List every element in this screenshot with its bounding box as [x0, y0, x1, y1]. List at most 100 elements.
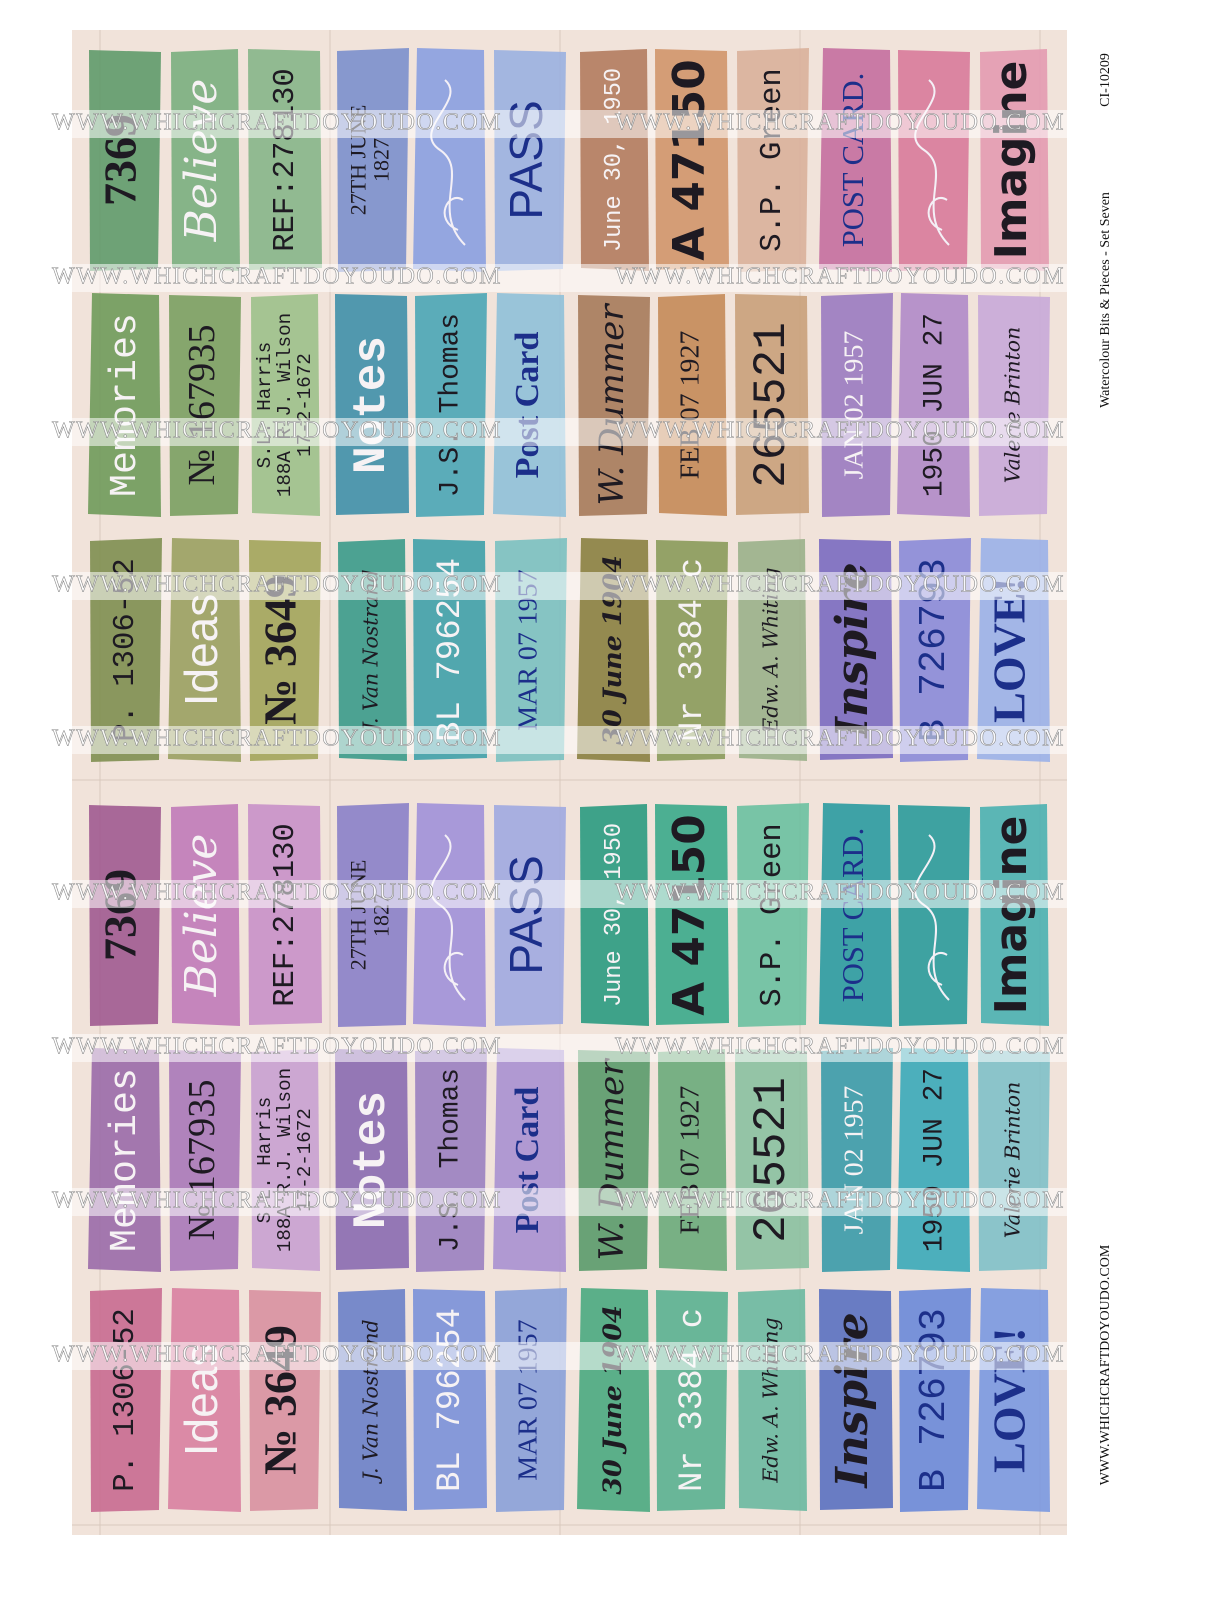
label-text: S.P. Green: [756, 68, 790, 252]
label-text: June 30, 1950: [601, 68, 628, 252]
label-text: PASS: [500, 855, 552, 974]
watermark-text: WWW.WHICHCRAFTDOYOUDO.COM: [52, 1034, 502, 1060]
label-text: Notes: [346, 336, 398, 474]
watermark-band: [52, 726, 1118, 754]
watermark-text: WWW.WHICHCRAFTDOYOUDO.COM: [52, 110, 502, 136]
label-text: 1950 JUN 27: [919, 1068, 950, 1252]
watermarks: WWW.WHICHCRAFTDOYOUDO.COM WWW.WHICHCRAFTD…: [52, 109, 1118, 1370]
label-tile: [737, 48, 809, 272]
label-text: 27TH JUNE: [345, 860, 370, 971]
watermark-text: WWW.WHICHCRAFTDOYOUDO.COM: [52, 418, 502, 444]
watermark-text: WWW.WHICHCRAFTDOYOUDO.COM: [615, 110, 1065, 136]
label-text: Nr 3384 c: [674, 1308, 712, 1492]
label-text: BL 796254: [432, 1308, 470, 1492]
label-text: S.L. Harris: [254, 342, 276, 469]
watermark-band: [52, 110, 1118, 138]
label-text: REF:278130: [269, 68, 303, 252]
label-tile: [171, 49, 240, 271]
label-tile: [580, 49, 649, 271]
label-text: Memories: [103, 1068, 147, 1252]
watermark-band: [52, 1034, 1118, 1062]
label-tile: [169, 295, 241, 516]
label-text: Imagine: [986, 816, 1037, 1015]
label-tile: [415, 293, 487, 517]
watermark-band: [52, 572, 1118, 600]
label-text: A 47150: [664, 814, 715, 1016]
watermark-text: WWW.WHICHCRAFTDOYOUDO.COM: [615, 1034, 1065, 1060]
label-tile: [655, 804, 729, 1025]
watermark-text: WWW.WHICHCRAFTDOYOUDO.COM: [52, 264, 502, 290]
label-text: 1827: [369, 138, 394, 182]
watermark-text: WWW.WHICHCRAFTDOYOUDO.COM: [615, 880, 1065, 906]
label-text: 188A R.J. Wilson: [274, 313, 296, 497]
label-tile: [658, 294, 727, 516]
label-tile: [980, 49, 1049, 271]
label-text: W. Dummer: [592, 1058, 632, 1261]
label-text: P. 1306-52: [109, 1308, 143, 1492]
signature: [914, 79, 950, 246]
label-text: Imagine: [986, 61, 1037, 260]
watermark-band: [52, 264, 1118, 292]
label-text: Believe: [176, 79, 227, 243]
label-tile: [735, 294, 809, 515]
label-tile: [335, 294, 409, 515]
watermark-text: WWW.WHICHCRAFTDOYOUDO.COM: [615, 418, 1065, 444]
watermark-band: [52, 1188, 1118, 1216]
product-subtitle: Watercolour Bits & Pieces - Set Seven: [1098, 192, 1113, 408]
label-text: J.S. Thomas: [435, 313, 466, 497]
label-text: Valerie Brinton: [1001, 327, 1025, 483]
label-text: POST CARD.: [836, 828, 870, 1003]
label-text: B 726793: [912, 1308, 956, 1492]
watermark-text: WWW.WHICHCRAFTDOYOUDO.COM: [52, 1188, 502, 1214]
label-tile: [980, 804, 1049, 1026]
watermark-band: [52, 1342, 1118, 1370]
label-text: 17-2-1672: [294, 1108, 316, 1212]
watermark-band: [52, 418, 1118, 446]
label-text: Inspire: [827, 1312, 878, 1489]
label-tile: [897, 293, 970, 517]
label-tile: [578, 295, 650, 516]
label-tile: [337, 803, 409, 1027]
label-tile: [655, 49, 729, 270]
label-tile: [88, 293, 161, 517]
label-text: 30 June 1904: [598, 1305, 628, 1495]
label-tile: [821, 293, 893, 517]
watermark-text: WWW.WHICHCRAFTDOYOUDO.COM: [615, 572, 1065, 598]
label-text: 188A R.J. Wilson: [274, 1068, 296, 1252]
label-text: 265521: [746, 1077, 798, 1243]
label-text: 265521: [746, 322, 798, 488]
label-tile: [737, 803, 809, 1027]
label-tile: [819, 803, 892, 1027]
label-tile: [978, 295, 1050, 516]
label-text: J.S. Thomas: [435, 1068, 466, 1252]
watermark-text: WWW.WHICHCRAFTDOYOUDO.COM: [52, 726, 502, 752]
label-text: LOVE!: [984, 577, 1035, 723]
watermark-text: WWW.WHICHCRAFTDOYOUDO.COM: [52, 572, 502, 598]
label-text: № 3649: [255, 575, 306, 725]
footer-url: WWW.WHICHCRAFTDOYOUDO.COM: [1098, 1244, 1113, 1485]
watermark-text: WWW.WHICHCRAFTDOYOUDO.COM: [52, 1342, 502, 1368]
watermark-text: WWW.WHICHCRAFTDOYOUDO.COM: [615, 1342, 1065, 1368]
label-text: № 167935: [181, 324, 223, 485]
label-tile: [337, 48, 409, 272]
watermark-text: WWW.WHICHCRAFTDOYOUDO.COM: [615, 264, 1065, 290]
label-tile: [580, 804, 649, 1026]
label-tile: [89, 50, 161, 271]
signature: [430, 79, 466, 246]
label-text: FEB 07 1927: [674, 331, 705, 480]
watermark-text: WWW.WHICHCRAFTDOYOUDO.COM: [615, 1188, 1065, 1214]
label-text: June 30, 1950: [601, 823, 628, 1007]
label-tile: [494, 805, 566, 1026]
label-text: Believe: [176, 834, 227, 998]
label-tile: [819, 48, 892, 272]
label-text: POST CARD.: [836, 73, 870, 248]
label-tile: [89, 805, 161, 1026]
watermark-text: WWW.WHICHCRAFTDOYOUDO.COM: [52, 880, 502, 906]
watermark-text: WWW.WHICHCRAFTDOYOUDO.COM: [615, 726, 1065, 752]
label-text: S.P. Green: [756, 823, 790, 1007]
watermark-band: [52, 880, 1118, 908]
label-text: Memories: [103, 313, 147, 497]
label-tile: [251, 294, 320, 516]
label-tile: [248, 49, 322, 270]
